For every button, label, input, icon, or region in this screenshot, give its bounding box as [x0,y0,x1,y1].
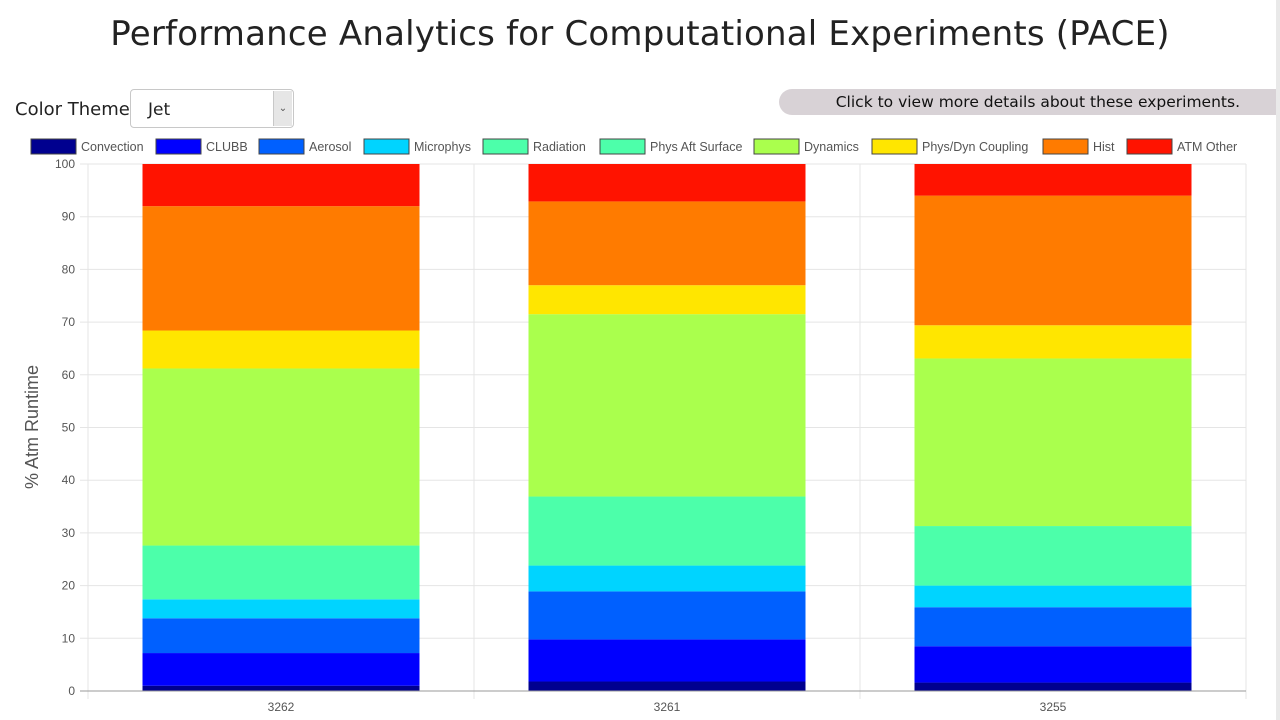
legend: Convection CLUBB Aerosol Microphys Radiation… [30,138,1237,155]
bar-segment[interactable] [528,201,806,286]
bar-segment[interactable] [914,646,1192,683]
legend-item[interactable]: Dynamics [753,138,859,155]
bar-segment[interactable] [142,368,420,546]
y-tick-label: 20 [62,579,76,593]
bar-segment[interactable] [528,285,806,315]
bar-segment[interactable] [142,206,420,331]
legend-label: Microphys [414,140,471,154]
y-tick-label: 40 [62,473,76,487]
legend-swatch [482,138,529,155]
legend-swatch [30,138,77,155]
y-tick-label: 100 [55,157,75,171]
legend-swatch [599,138,646,155]
x-tick-label: 3262 [268,700,295,714]
bar-segment[interactable] [914,526,1192,586]
bar-segment[interactable] [528,565,806,592]
page-title: Performance Analytics for Computational … [110,14,1170,54]
legend-item[interactable]: Radiation [482,138,586,155]
legend-swatch [363,138,410,155]
bar-segment[interactable] [914,682,1192,691]
y-tick-label: 90 [62,210,76,224]
legend-swatch [871,138,918,155]
legend-item[interactable]: Convection [30,138,144,155]
legend-swatch [1126,138,1173,155]
bar-segment[interactable] [914,358,1192,527]
y-tick-label: 80 [62,262,76,276]
color-theme-value: Jet [148,100,171,120]
y-tick-label: 30 [62,526,76,540]
bar-stacks [142,164,1192,691]
chevron-down-icon: ⌄ [273,91,292,126]
legend-label: Phys Aft Surface [650,140,742,154]
x-tick-label: 3255 [1040,700,1067,714]
bar-segment[interactable] [142,545,420,600]
bar-segment[interactable] [528,314,806,497]
x-tick-label: 3261 [654,700,681,714]
legend-label: Aerosol [309,140,351,154]
bar-segment[interactable] [914,607,1192,647]
legend-item[interactable]: Hist [1042,138,1115,155]
bar-segment[interactable] [914,195,1192,326]
legend-item[interactable]: Aerosol [258,138,351,155]
bar-segment[interactable] [142,330,420,369]
view-details-button[interactable]: Click to view more details about these e… [779,89,1280,115]
y-axis-label: % Atm Runtime [22,365,42,489]
legend-label: Dynamics [804,140,859,154]
bar-segment[interactable] [142,599,420,619]
legend-label: ATM Other [1177,140,1237,154]
bar-segment[interactable] [914,325,1192,359]
legend-swatch [753,138,800,155]
bar-segment[interactable] [914,164,1192,196]
legend-swatch [258,138,305,155]
bar-segment[interactable] [142,618,420,654]
legend-item[interactable]: CLUBB [155,138,248,155]
bar-segment[interactable] [142,685,420,691]
y-tick-label: 70 [62,315,76,329]
color-theme-label: Color Theme: [15,99,136,120]
legend-item[interactable]: ATM Other [1126,138,1237,155]
y-tick-label: 10 [62,631,76,645]
legend-label: Radiation [533,140,586,154]
bar-segment[interactable] [914,585,1192,608]
bar-segment[interactable] [528,164,806,202]
y-tick-label: 50 [62,421,76,435]
y-tick-label: 60 [62,368,76,382]
bar-segment[interactable] [142,164,420,207]
legend-item[interactable]: Phys/Dyn Coupling [871,138,1028,155]
legend-label: Convection [81,140,144,154]
legend-item[interactable]: Microphys [363,138,471,155]
legend-item[interactable]: Phys Aft Surface [599,138,742,155]
legend-label: CLUBB [206,140,248,154]
bar-segment[interactable] [142,653,420,686]
bar-segment[interactable] [528,591,806,640]
legend-swatch [155,138,202,155]
bar-segment[interactable] [528,639,806,682]
color-theme-select[interactable]: Jet ⌄ [130,89,294,128]
bar-segment[interactable] [528,681,806,691]
bar-segment[interactable] [528,496,806,566]
axes: 0 10 20 30 40 50 60 70 80 90 100 3262 3261 3255 [55,157,1246,714]
legend-swatch [1042,138,1089,155]
page-scrollbar[interactable] [1276,0,1280,720]
y-tick-label: 0 [68,684,75,698]
legend-label: Hist [1093,140,1115,154]
legend-label: Phys/Dyn Coupling [922,140,1028,154]
